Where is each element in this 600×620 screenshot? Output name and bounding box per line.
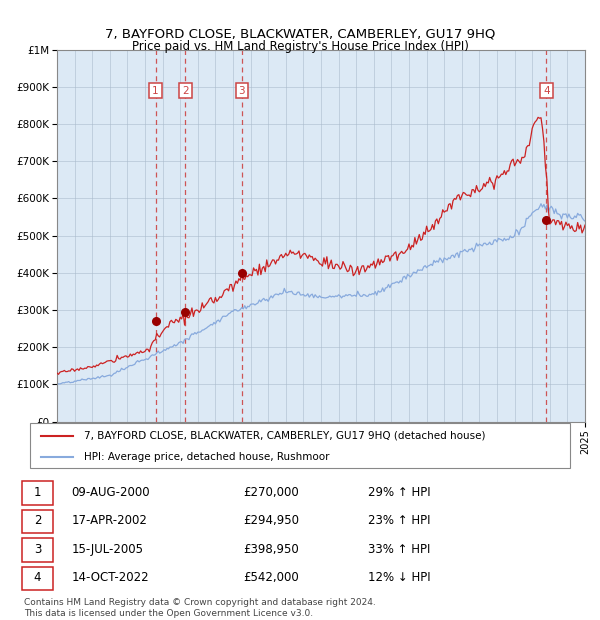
FancyBboxPatch shape <box>22 567 53 590</box>
FancyBboxPatch shape <box>22 510 53 533</box>
Text: £398,950: £398,950 <box>244 543 299 556</box>
Text: 09-AUG-2000: 09-AUG-2000 <box>71 486 150 498</box>
Text: 15-JUL-2005: 15-JUL-2005 <box>71 543 143 556</box>
Text: Contains HM Land Registry data © Crown copyright and database right 2024.: Contains HM Land Registry data © Crown c… <box>24 598 376 607</box>
Text: £294,950: £294,950 <box>244 515 299 527</box>
Text: 1: 1 <box>152 86 159 95</box>
Text: 4: 4 <box>34 572 41 584</box>
Text: 1: 1 <box>34 486 41 498</box>
FancyBboxPatch shape <box>30 423 570 468</box>
Text: 2: 2 <box>34 515 41 527</box>
Text: £270,000: £270,000 <box>244 486 299 498</box>
Text: 17-APR-2002: 17-APR-2002 <box>71 515 148 527</box>
Text: £542,000: £542,000 <box>244 572 299 584</box>
Text: 7, BAYFORD CLOSE, BLACKWATER, CAMBERLEY, GU17 9HQ: 7, BAYFORD CLOSE, BLACKWATER, CAMBERLEY,… <box>105 28 495 40</box>
Text: This data is licensed under the Open Government Licence v3.0.: This data is licensed under the Open Gov… <box>24 609 313 618</box>
Text: 7, BAYFORD CLOSE, BLACKWATER, CAMBERLEY, GU17 9HQ (detached house): 7, BAYFORD CLOSE, BLACKWATER, CAMBERLEY,… <box>84 431 485 441</box>
Text: 33% ↑ HPI: 33% ↑ HPI <box>368 543 430 556</box>
Text: Price paid vs. HM Land Registry's House Price Index (HPI): Price paid vs. HM Land Registry's House … <box>131 40 469 53</box>
Text: 3: 3 <box>34 543 41 556</box>
Text: 2: 2 <box>182 86 189 95</box>
Text: 23% ↑ HPI: 23% ↑ HPI <box>368 515 430 527</box>
Text: HPI: Average price, detached house, Rushmoor: HPI: Average price, detached house, Rush… <box>84 452 329 462</box>
FancyBboxPatch shape <box>22 481 53 505</box>
Text: 3: 3 <box>238 86 245 95</box>
Text: 12% ↓ HPI: 12% ↓ HPI <box>368 572 430 584</box>
Text: 14-OCT-2022: 14-OCT-2022 <box>71 572 149 584</box>
Text: 29% ↑ HPI: 29% ↑ HPI <box>368 486 430 498</box>
Text: 4: 4 <box>543 86 550 95</box>
FancyBboxPatch shape <box>22 538 53 562</box>
